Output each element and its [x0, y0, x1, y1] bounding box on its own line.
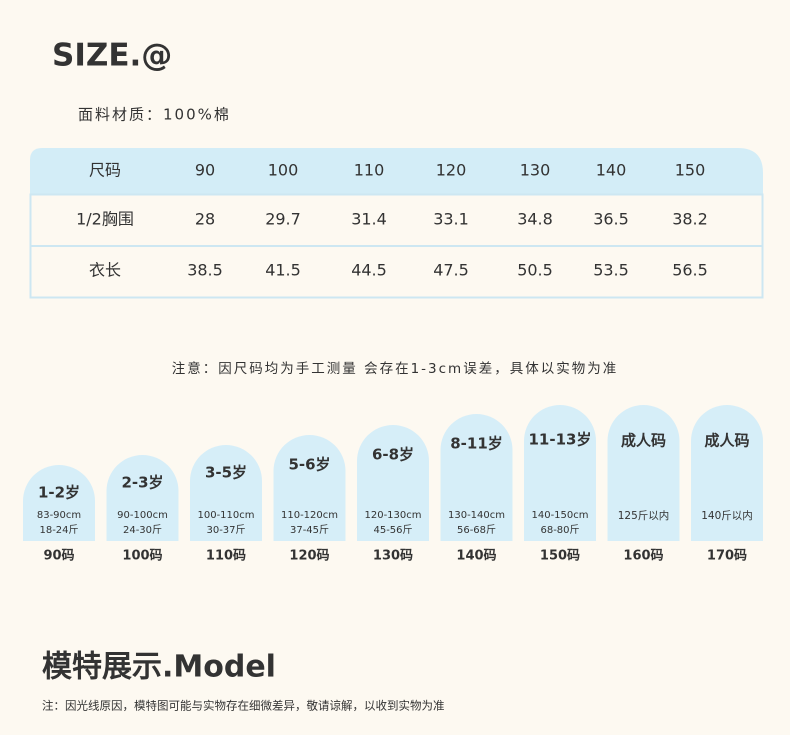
size-card [190, 445, 262, 541]
table-header-cell: 100 [268, 161, 299, 180]
note: 注意：因尺码均为手工测量 会存在1-3cm误差，具体以实物为准 [172, 360, 618, 377]
table-cell: 38.5 [187, 261, 223, 280]
weight-range: 56-68斤 [457, 524, 496, 536]
table-header-cell: 130 [520, 161, 551, 180]
size-label: 170码 [707, 549, 747, 564]
table-cell: 衣长 [89, 261, 121, 280]
age-label: 3-5岁 [205, 464, 247, 482]
size-label: 140码 [456, 549, 496, 564]
age-label: 成人码 [621, 432, 666, 450]
height-range: 100-110cm [197, 510, 254, 521]
weight-range: 45-56斤 [373, 524, 412, 536]
size-card [106, 455, 179, 541]
table-cell: 33.1 [433, 210, 469, 229]
table-header-cell: 140 [596, 161, 627, 180]
size-card [440, 414, 513, 541]
size-card [23, 465, 95, 541]
table-header-cell: 尺码 [89, 161, 121, 180]
table-cell: 29.7 [265, 210, 301, 229]
table-header-bg [30, 148, 763, 194]
weight-range: 18-24斤 [39, 524, 78, 536]
table-cell: 53.5 [593, 261, 629, 280]
table-cell: 50.5 [517, 261, 553, 280]
age-label: 6-8岁 [372, 446, 414, 464]
table-header-cell: 120 [436, 161, 467, 180]
model-note: 注：因光线原因，模特图可能与实物存在细微差异，敬请谅解，以收到实物为准 [42, 699, 445, 713]
size-card [357, 425, 429, 541]
weight-range: 37-45斤 [290, 524, 329, 536]
table-header-cell: 90 [195, 161, 215, 180]
age-label: 1-2岁 [38, 484, 80, 502]
model-title: 模特展示.Model [42, 650, 276, 685]
table-cell: 31.4 [351, 210, 387, 229]
table-cell: 44.5 [351, 261, 387, 280]
title: SIZE.@ [52, 38, 172, 74]
age-label: 2-3岁 [121, 474, 163, 492]
size-label: 130码 [373, 549, 413, 564]
size-label: 150码 [540, 549, 580, 564]
height-range: 110-120cm [281, 510, 338, 521]
age-label: 8-11岁 [450, 435, 503, 453]
weight-range: 140斤以内 [701, 509, 753, 522]
table-cell: 41.5 [265, 261, 301, 280]
material: 面料材质：100%棉 [78, 106, 231, 124]
table-cell: 47.5 [433, 261, 469, 280]
table-header-cell: 110 [354, 161, 385, 180]
age-label: 5-6岁 [288, 456, 330, 474]
height-range: 120-130cm [364, 510, 421, 521]
size-label: 160码 [623, 549, 663, 564]
age-label: 成人码 [704, 432, 749, 450]
weight-range: 125斤以内 [618, 509, 670, 522]
height-range: 83-90cm [37, 510, 81, 521]
weight-range: 68-80斤 [540, 524, 579, 536]
size-label: 110码 [206, 549, 246, 564]
height-range: 90-100cm [117, 510, 168, 521]
size-card [607, 405, 680, 541]
size-card [691, 405, 763, 541]
table-cell: 28 [195, 210, 215, 229]
height-range: 140-150cm [531, 510, 588, 521]
size-label: 120码 [289, 549, 329, 564]
table-cell: 38.2 [672, 210, 708, 229]
age-label: 11-13岁 [529, 431, 592, 449]
table-cell: 36.5 [593, 210, 629, 229]
weight-range: 30-37斤 [206, 524, 245, 536]
table-cell: 34.8 [517, 210, 553, 229]
size-card [524, 405, 596, 541]
table-cell: 1/2胸围 [76, 210, 134, 229]
size-label: 100码 [122, 549, 162, 564]
size-label: 90码 [43, 549, 74, 564]
table-cell: 56.5 [672, 261, 708, 280]
weight-range: 24-30斤 [123, 524, 162, 536]
table-header-cell: 150 [675, 161, 706, 180]
size-card [273, 435, 346, 541]
height-range: 130-140cm [448, 510, 505, 521]
